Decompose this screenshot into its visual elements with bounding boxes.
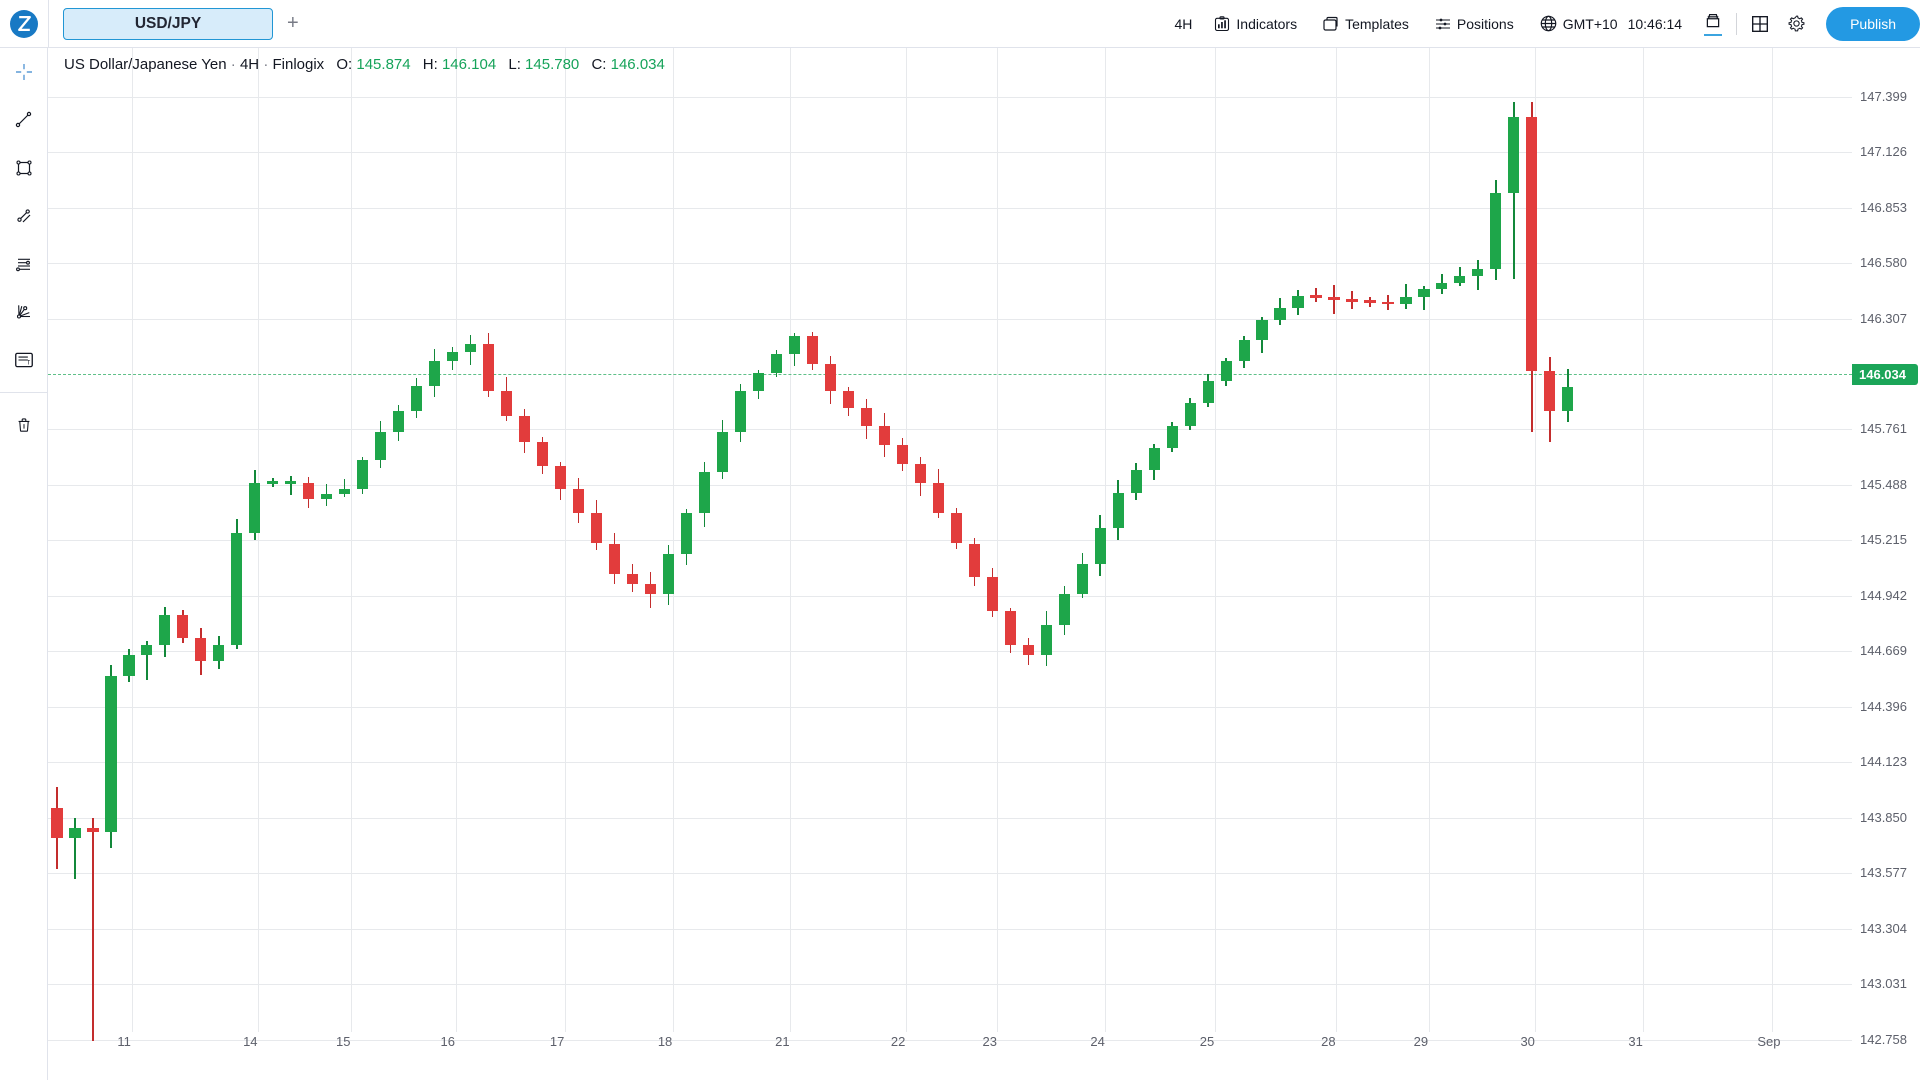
svg-text:T: T [26, 360, 30, 366]
